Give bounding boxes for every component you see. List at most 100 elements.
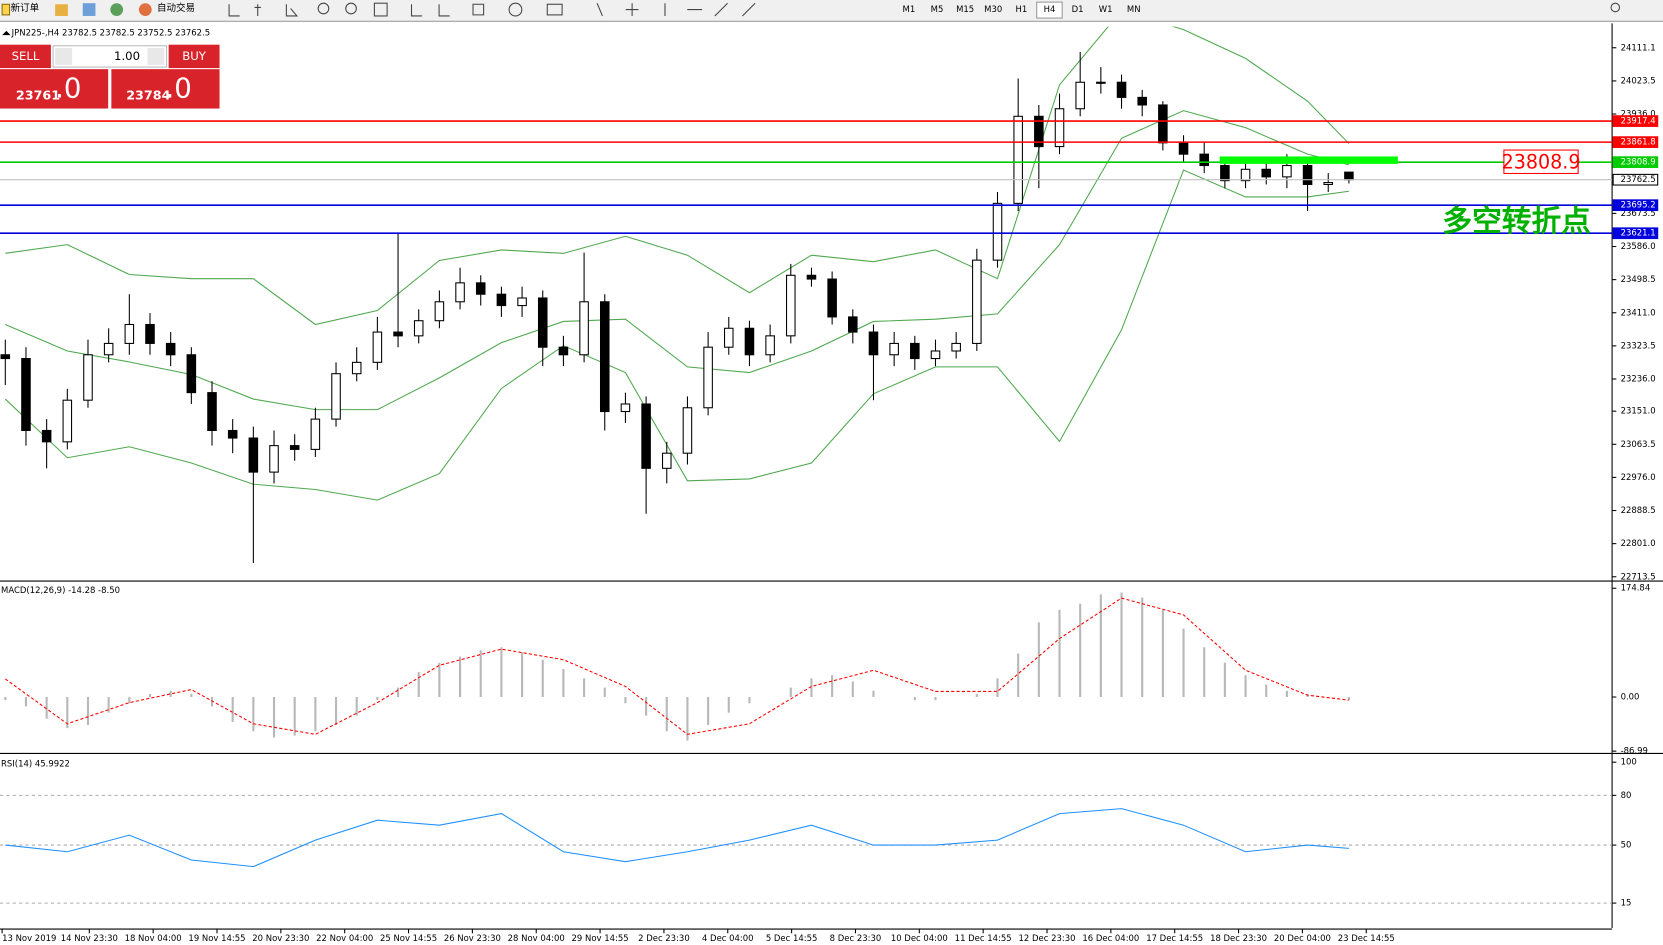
chart-type-icons[interactable] bbox=[228, 4, 299, 17]
timeframe[interactable]: M5 bbox=[931, 5, 944, 15]
periods[interactable] bbox=[508, 2, 523, 17]
timeframe[interactable]: H4 bbox=[1044, 5, 1056, 15]
candle-body bbox=[517, 297, 527, 307]
candle-body bbox=[165, 342, 176, 356]
timeframe[interactable]: H1 bbox=[1015, 5, 1027, 15]
candle-body bbox=[124, 323, 135, 344]
level-label: 23861.8 bbox=[1621, 138, 1656, 148]
y-tick-label: 22976.0 bbox=[1621, 473, 1656, 483]
tool-icon[interactable] bbox=[55, 4, 68, 16]
pivot-highlight bbox=[1219, 156, 1398, 164]
x-tick-label: 26 Nov 23:30 bbox=[444, 934, 501, 944]
timeframe[interactable]: MN bbox=[1127, 5, 1141, 15]
y-tick-label: 174.84 bbox=[1621, 584, 1651, 594]
y-tick-label: 50 bbox=[1621, 841, 1632, 851]
candle-body bbox=[537, 297, 548, 348]
candle-body bbox=[868, 331, 879, 356]
x-tick-label: 22 Nov 04:00 bbox=[316, 934, 373, 944]
candle-body bbox=[1054, 108, 1065, 148]
x-tick-label: 20 Nov 23:30 bbox=[252, 934, 309, 944]
candle-body bbox=[1075, 81, 1085, 110]
timeframe[interactable]: M15 bbox=[956, 5, 974, 15]
level-label: 23621.1 bbox=[1621, 229, 1656, 239]
y-tick-label: 80 bbox=[1621, 791, 1632, 801]
candle-body bbox=[0, 354, 11, 360]
candle-body bbox=[1344, 171, 1354, 181]
y-tick-label: 23936.0 bbox=[1621, 110, 1656, 120]
search[interactable] bbox=[1610, 2, 1621, 13]
new-order[interactable]: 新订单 bbox=[11, 2, 40, 14]
volume[interactable]: 1.00 bbox=[114, 49, 140, 63]
candle-body bbox=[1178, 142, 1189, 155]
candle-body bbox=[786, 274, 796, 337]
y-tick-label: 22888.5 bbox=[1621, 506, 1656, 516]
candle-body bbox=[724, 327, 734, 348]
candle-body bbox=[1199, 153, 1209, 167]
candle-body bbox=[1158, 104, 1168, 144]
x-tick-label: 28 Nov 04:00 bbox=[508, 934, 565, 944]
x-tick-label: 4 Dec 04:00 bbox=[702, 934, 754, 944]
buy-label[interactable]: BUY bbox=[182, 49, 207, 63]
y-tick-label: -86.99 bbox=[1621, 747, 1648, 757]
tool-icon[interactable] bbox=[110, 3, 124, 16]
volume-input[interactable] bbox=[52, 45, 168, 68]
candle-body bbox=[186, 354, 197, 394]
x-tick-label: 29 Nov 14:55 bbox=[572, 934, 629, 944]
level-tag bbox=[1612, 199, 1659, 212]
rsi-label: RSI(14) 45.9922 bbox=[1, 760, 70, 770]
toolbar bbox=[0, 0, 1663, 22]
x-tick-label: 18 Dec 23:30 bbox=[1210, 934, 1267, 944]
sell-price-box[interactable] bbox=[0, 69, 109, 109]
ask-main[interactable]: 23784 bbox=[126, 88, 170, 103]
level-label: 23762.5 bbox=[1621, 175, 1656, 185]
ask-frac[interactable]: .0 bbox=[165, 71, 191, 104]
x-tick-label: 17 Dec 14:55 bbox=[1146, 934, 1203, 944]
volume-down[interactable] bbox=[55, 47, 73, 65]
bid-main[interactable]: 23761 bbox=[16, 88, 60, 103]
sell-label[interactable]: SELL bbox=[12, 49, 40, 63]
candle-body bbox=[910, 342, 920, 360]
buy-button[interactable] bbox=[168, 44, 220, 69]
zoom-in[interactable] bbox=[317, 2, 330, 15]
x-tick-label: 8 Dec 23:30 bbox=[830, 934, 882, 944]
buy-price-box[interactable] bbox=[111, 69, 220, 109]
tool-icon[interactable] bbox=[82, 3, 96, 16]
y-tick-label: 23498.5 bbox=[1621, 275, 1656, 285]
zoom-out[interactable] bbox=[345, 2, 357, 15]
candle-body bbox=[331, 373, 341, 420]
candle-body bbox=[207, 392, 217, 432]
tile[interactable] bbox=[373, 2, 388, 17]
auto-trading[interactable]: 自动交易 bbox=[157, 2, 195, 14]
candle-body bbox=[351, 361, 362, 375]
candle-body bbox=[1137, 96, 1147, 106]
trade-panel: SELL 1.00 BUY 23761 .0 23784 .0 bbox=[0, 44, 220, 109]
y-tick-label: 22801.0 bbox=[1621, 539, 1656, 549]
level-tag bbox=[1612, 173, 1659, 186]
timeframe[interactable]: D1 bbox=[1072, 5, 1084, 15]
chart-area bbox=[0, 23, 1613, 945]
x-tick-label: 23 Dec 14:55 bbox=[1338, 934, 1395, 944]
candle-body bbox=[1261, 168, 1271, 178]
bid-frac[interactable]: .0 bbox=[55, 71, 81, 104]
candle-body bbox=[248, 437, 259, 473]
candle-body bbox=[41, 429, 52, 443]
candle-body bbox=[1240, 168, 1251, 182]
new-order-icon[interactable] bbox=[1, 3, 11, 16]
tools[interactable] bbox=[410, 2, 756, 17]
timeframe[interactable]: M30 bbox=[984, 5, 1002, 15]
candle-body bbox=[558, 346, 569, 356]
candle-body bbox=[1302, 164, 1313, 185]
candle-body bbox=[661, 452, 672, 469]
sell-button[interactable] bbox=[0, 44, 51, 69]
auto-trading-icon[interactable] bbox=[138, 3, 152, 16]
candle-body bbox=[682, 407, 693, 454]
price-panel bbox=[0, 26, 1613, 563]
x-tick-label: 5 Dec 14:55 bbox=[766, 934, 818, 944]
templates[interactable] bbox=[546, 3, 563, 16]
volume-up[interactable] bbox=[147, 47, 165, 65]
rsi-line bbox=[5, 808, 1349, 868]
timeframe[interactable]: W1 bbox=[1099, 5, 1113, 15]
timeframe[interactable]: M1 bbox=[903, 5, 916, 15]
macd-label: MACD(12,26,9) -14.28 -8.50 bbox=[1, 586, 120, 596]
